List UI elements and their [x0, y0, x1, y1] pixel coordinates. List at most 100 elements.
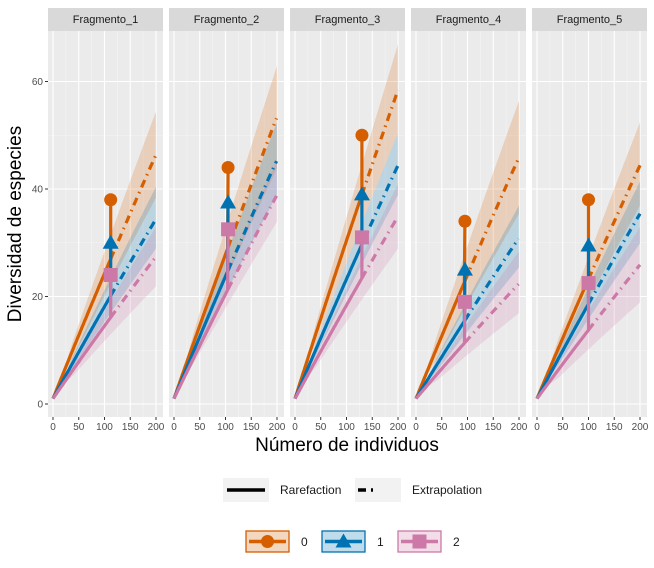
linetype-legend: Rarefaction Extrapolation	[223, 478, 482, 502]
rarefaction-line-order-0	[293, 135, 364, 400]
extrapolation-line-order-1	[463, 237, 520, 322]
observed-point-circle	[458, 214, 472, 228]
facet-panel-4: Fragmento_4 0 50 100 150 200	[411, 8, 528, 433]
extrapolation-line-order-0	[587, 164, 642, 280]
observed-point-circle	[582, 193, 595, 207]
rarefaction-line-order-2	[293, 237, 364, 400]
observed-point-triangle	[102, 234, 119, 249]
facet-strip-label: Fragmento_5	[557, 14, 622, 26]
rarefaction-line-order-0	[535, 199, 591, 400]
x-tick-label: 100	[580, 422, 597, 433]
y-tick-label: 20	[32, 292, 44, 303]
facet-panel-2: Fragmento_2 0 50 100 150 200	[169, 8, 286, 433]
observed-point-square	[103, 268, 118, 282]
x-tick-label: 200	[390, 422, 407, 433]
circle-icon	[261, 535, 274, 548]
triangle-icon	[335, 533, 352, 548]
x-tick-label: 0	[50, 422, 56, 433]
extrapolation-line-order-0	[226, 117, 279, 248]
extrapolation-line-order-2	[226, 195, 278, 290]
confidence-ribbon-order-2	[53, 227, 156, 399]
facet-strip-label: Fragmento_2	[194, 14, 259, 26]
legend-key-order-1	[321, 530, 366, 553]
x-tick-label: 150	[485, 422, 502, 433]
legend-label-order-2: 2	[453, 535, 460, 549]
x-tick-label: 50	[557, 422, 569, 433]
rarefaction-line-order-2	[414, 301, 467, 400]
facet-panel-3: Fragmento_3 0 50 100 150 200	[290, 8, 407, 433]
facet-panel-1: Fragmento_1 0 50 100 150 200	[48, 8, 165, 433]
extrapolation-line-order-2	[587, 263, 642, 331]
rarefaction-line-order-1	[51, 242, 113, 400]
extrapolation-line-order-2	[109, 255, 158, 319]
x-tick-label: 100	[459, 422, 476, 433]
rarefaction-line-order-2	[51, 275, 113, 400]
x-tick-label: 50	[73, 422, 85, 433]
observed-point-square	[354, 230, 369, 245]
observed-point-triangle	[580, 237, 597, 252]
observed-point-circle	[221, 161, 235, 174]
confidence-ribbon-order-2	[295, 184, 398, 399]
extrapolation-line-order-2	[463, 283, 520, 344]
x-tick-label: 150	[243, 422, 260, 433]
rarefaction-line-order-0	[414, 221, 467, 400]
confidence-ribbon-order-1	[295, 133, 398, 399]
x-tick-label: 100	[338, 422, 355, 433]
facet-strip	[290, 8, 405, 31]
confidence-ribbon-order-0	[416, 100, 519, 399]
x-tick-label: 150	[364, 422, 381, 433]
x-tick-label: 0	[171, 422, 177, 433]
confidence-ribbon-order-1	[53, 186, 156, 399]
square-icon	[412, 534, 427, 549]
x-tick-label: 100	[96, 422, 113, 433]
x-tick-label: 200	[632, 422, 649, 433]
x-axis-title: Número de individuos	[255, 435, 439, 456]
observed-point-triangle	[353, 186, 370, 201]
x-tick-label: 200	[269, 422, 286, 433]
x-tick-label: 0	[292, 422, 298, 433]
extrapolation-line-order-0	[360, 89, 400, 196]
rarefaction-line-order-1	[414, 269, 467, 400]
facet-strip	[48, 8, 163, 31]
x-tick-label: 50	[194, 422, 206, 433]
panel-background	[48, 31, 163, 417]
legend-label-extrapolation: Extrapolation	[412, 483, 482, 497]
confidence-ribbon-order-0	[295, 44, 398, 399]
extrapolation-line-order-2	[360, 215, 400, 279]
facet-strip	[411, 8, 526, 31]
x-tick-label: 150	[122, 422, 139, 433]
x-tick-label: 50	[315, 422, 327, 433]
x-tick-label: 200	[511, 422, 528, 433]
facet-strip	[532, 8, 647, 31]
observed-point-square	[581, 276, 596, 291]
legend-label-order-0: 0	[301, 535, 308, 549]
y-tick-label: 0	[37, 400, 43, 411]
rarefaction-line-order-2	[172, 229, 230, 400]
rarefaction-line-order-2	[535, 283, 591, 400]
order-legend: 0 1 2	[245, 530, 460, 553]
legend-label-rarefaction: Rarefaction	[280, 483, 341, 497]
observed-point-circle	[104, 193, 118, 207]
x-tick-label: 50	[436, 422, 448, 433]
legend-label-order-1: 1	[377, 535, 384, 549]
x-tick-label: 200	[148, 422, 165, 433]
observed-point-triangle	[220, 194, 237, 209]
facet-strip-label: Fragmento_1	[73, 14, 138, 26]
extrapolation-line-order-0	[463, 157, 520, 282]
facet-strip-label: Fragmento_4	[436, 14, 501, 26]
x-tick-label: 0	[413, 422, 419, 433]
y-axis-title: Diversidad de especies	[5, 126, 26, 322]
rarefaction-line-order-0	[51, 199, 113, 400]
confidence-ribbon-order-0	[53, 111, 156, 399]
extrapolation-line-order-1	[360, 164, 400, 245]
y-tick-label: 40	[32, 185, 44, 196]
legend-key-order-2	[397, 530, 442, 553]
extrapolation-line-order-1	[226, 160, 278, 271]
x-tick-label: 150	[606, 422, 623, 433]
facet-strip-label: Fragmento_3	[315, 14, 380, 26]
legend-key-order-0	[245, 530, 290, 553]
confidence-ribbon-order-2	[416, 251, 519, 399]
x-tick-label: 0	[534, 422, 540, 433]
x-tick-label: 100	[217, 422, 234, 433]
